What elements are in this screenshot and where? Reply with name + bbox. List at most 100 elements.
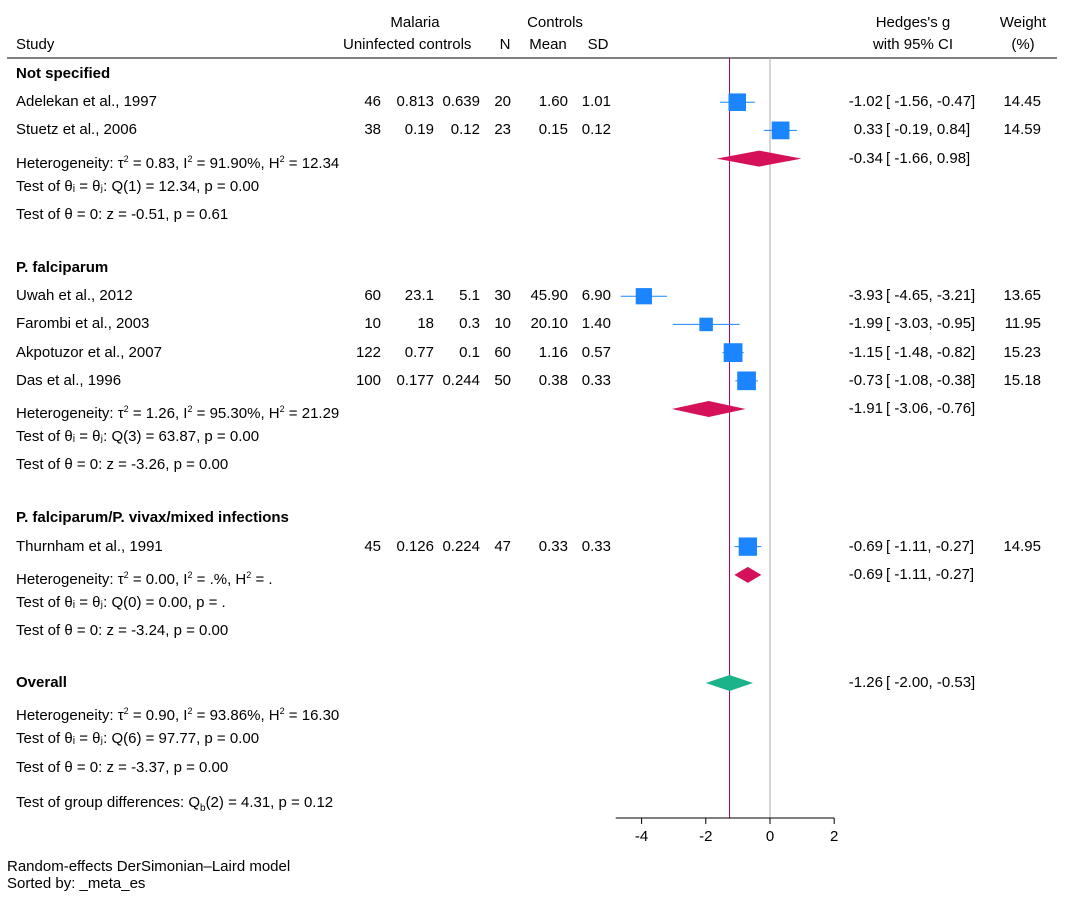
study-m1: 0.19 (404, 121, 434, 139)
study-weight: 15.18 (1003, 371, 1041, 389)
study-n1: 10 (364, 315, 381, 333)
subgroup-ci: [ -1.66, 0.98] (886, 149, 971, 167)
study-sd1: 0.224 (442, 537, 480, 555)
overall-effect-size: -1.26 (848, 674, 883, 691)
study-name: Thurnham et al., 1991 (16, 537, 163, 555)
overall-title: Overall (16, 674, 67, 691)
header-n: N (499, 36, 511, 53)
header-controls: Controls (527, 14, 583, 31)
header-uninfected-controls: Uninfected controls (343, 36, 472, 53)
study-sd2: 0.33 (581, 537, 611, 555)
study-m2: 1.60 (538, 93, 568, 111)
study-marker (738, 537, 758, 556)
study-sd2: 0.57 (581, 343, 611, 361)
overall-ci: [ -2.00, -0.53] (886, 674, 976, 691)
study-sd2: 0.33 (581, 371, 611, 389)
study-sd1: 0.12 (450, 121, 480, 139)
study-ci: [ -1.11, -0.27] (886, 537, 975, 555)
subgroup-diamond (671, 401, 746, 418)
study-m2: 0.15 (538, 121, 568, 139)
study-effect-size: -3.93 (848, 287, 883, 305)
study-n1: 60 (364, 287, 381, 305)
study-ci: [ -4.65, -3.21] (886, 287, 976, 305)
study-name: Das et al., 1996 (16, 371, 122, 389)
test-group-differences: Test of group differences: Qb(2) = 4.31,… (16, 794, 334, 814)
study-marker (699, 317, 713, 332)
subgroup-title: P. falciparum (16, 259, 109, 277)
study-name: Akpotuzor et al., 2007 (16, 343, 162, 361)
study-sd1: 0.3 (459, 315, 480, 333)
subgroup-heterogeneity: Heterogeneity: τ2 = 0.83, I2 = 91.90%, H… (16, 153, 340, 172)
study-n2: 47 (494, 537, 511, 555)
study-m1: 0.77 (404, 343, 434, 361)
study-n1: 45 (364, 537, 381, 555)
subgroup-test-z: Test of θ = 0: z = -0.51, p = 0.61 (16, 206, 229, 223)
study-name: Farombi et al., 2003 (16, 315, 150, 333)
study-n2: 10 (494, 315, 511, 333)
subgroup-heterogeneity: Heterogeneity: τ2 = 1.26, I2 = 95.30%, H… (16, 404, 340, 423)
x-tick-label: -4 (634, 828, 649, 845)
header-weight: Weight (999, 14, 1047, 31)
study-ci: [ -1.48, -0.82] (886, 343, 976, 361)
study-sd2: 1.40 (581, 315, 611, 333)
header-mean: Mean (529, 36, 567, 53)
study-marker (737, 371, 756, 391)
study-name: Adelekan et al., 1997 (16, 93, 157, 111)
study-ci: [ -1.56, -0.47] (886, 93, 976, 111)
study-sd2: 6.90 (581, 287, 611, 305)
study-n2: 60 (494, 343, 511, 361)
study-n1: 100 (355, 371, 381, 389)
subgroup-effect-size: -1.91 (848, 400, 883, 418)
study-weight: 14.45 (1003, 93, 1041, 111)
subgroup-effect-size: -0.69 (848, 565, 883, 583)
subgroup-effect-size: -0.34 (848, 149, 883, 167)
study-m2: 0.33 (538, 537, 568, 555)
subgroup-diamond (734, 566, 762, 583)
subgroup-title: P. falciparum/P. vivax/mixed infections (16, 509, 289, 527)
study-m1: 0.813 (396, 93, 434, 111)
study-n2: 50 (494, 371, 511, 389)
subgroup-test-z: Test of θ = 0: z = -3.26, p = 0.00 (16, 456, 229, 474)
study-effect-size: -1.99 (848, 315, 883, 333)
x-tick-label: 0 (765, 828, 775, 845)
header-malaria: Malaria (390, 14, 440, 31)
study-sd1: 0.1 (459, 343, 480, 361)
study-effect-size: 0.33 (853, 121, 883, 139)
subgroup-test-z: Test of θ = 0: z = -3.24, p = 0.00 (16, 622, 229, 640)
study-effect-size: -1.15 (848, 343, 883, 361)
study-marker (723, 343, 743, 362)
subgroup-test-q: Test of θᵢ = θⱼ: Q(3) = 63.87, p = 0.00 (16, 428, 260, 446)
study-ci: [ -3.03, -0.95] (886, 315, 976, 333)
subgroup-ci: [ -3.06, -0.76] (886, 400, 976, 418)
study-m2: 20.10 (530, 315, 568, 333)
study-effect-size: -0.69 (848, 537, 883, 555)
subgroup-test-q: Test of θᵢ = θⱼ: Q(1) = 12.34, p = 0.00 (16, 177, 260, 195)
header-study: Study (16, 36, 55, 53)
study-weight: 15.23 (1003, 343, 1041, 361)
study-n2: 20 (494, 93, 511, 111)
subgroup-test-q: Test of θᵢ = θⱼ: Q(0) = 0.00, p = . (16, 594, 226, 612)
header-sd: SD (587, 36, 609, 53)
overall-test-q: Test of θᵢ = θⱼ: Q(6) = 97.77, p = 0.00 (16, 730, 260, 748)
study-sd2: 0.12 (581, 121, 611, 139)
study-effect-size: -1.02 (848, 93, 883, 111)
study-ci: [ -0.19, 0.84] (886, 121, 971, 139)
study-weight: 11.95 (1004, 315, 1041, 333)
study-n1: 122 (355, 343, 381, 361)
study-sd1: 0.244 (442, 371, 480, 389)
header-ci: with 95% CI (872, 36, 954, 53)
study-weight: 13.65 (1003, 287, 1041, 305)
subgroup-title: Not specified (16, 65, 111, 82)
footer-model: Random-effects DerSimonian–Laird model (7, 858, 291, 875)
header-hedges-g: Hedges's g (875, 14, 951, 31)
footer-sorted: Sorted by: _meta_es (7, 875, 146, 892)
study-m1: 18 (417, 315, 434, 333)
study-effect-size: -0.73 (848, 371, 883, 389)
header-pct: (%) (1011, 36, 1035, 53)
study-n1: 38 (364, 121, 381, 139)
study-weight: 14.59 (1003, 121, 1041, 139)
study-marker (635, 288, 652, 305)
study-name: Stuetz et al., 2006 (16, 121, 137, 139)
study-m2: 1.16 (538, 343, 568, 361)
